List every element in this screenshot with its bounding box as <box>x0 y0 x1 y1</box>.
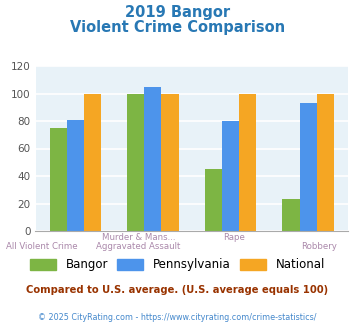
Bar <box>144 86 162 231</box>
Text: All Violent Crime: All Violent Crime <box>6 242 78 251</box>
Text: Aggravated Assault: Aggravated Assault <box>96 242 181 251</box>
Legend: Bangor, Pennsylvania, National: Bangor, Pennsylvania, National <box>30 258 325 271</box>
Text: Robbery: Robbery <box>301 242 338 251</box>
Bar <box>127 93 144 231</box>
Bar <box>205 169 222 231</box>
Bar <box>283 199 300 231</box>
Text: © 2025 CityRating.com - https://www.cityrating.com/crime-statistics/: © 2025 CityRating.com - https://www.city… <box>38 313 317 322</box>
Bar <box>300 103 317 231</box>
Text: Violent Crime Comparison: Violent Crime Comparison <box>70 20 285 35</box>
Bar <box>222 121 239 231</box>
Bar <box>84 93 101 231</box>
Text: Murder & Mans...: Murder & Mans... <box>102 233 175 242</box>
Bar <box>239 93 256 231</box>
Text: Rape: Rape <box>223 233 245 242</box>
Text: Compared to U.S. average. (U.S. average equals 100): Compared to U.S. average. (U.S. average … <box>26 285 329 295</box>
Bar <box>50 128 67 231</box>
Bar <box>317 93 334 231</box>
Text: 2019 Bangor: 2019 Bangor <box>125 5 230 20</box>
Bar <box>162 93 179 231</box>
Bar <box>67 120 84 231</box>
